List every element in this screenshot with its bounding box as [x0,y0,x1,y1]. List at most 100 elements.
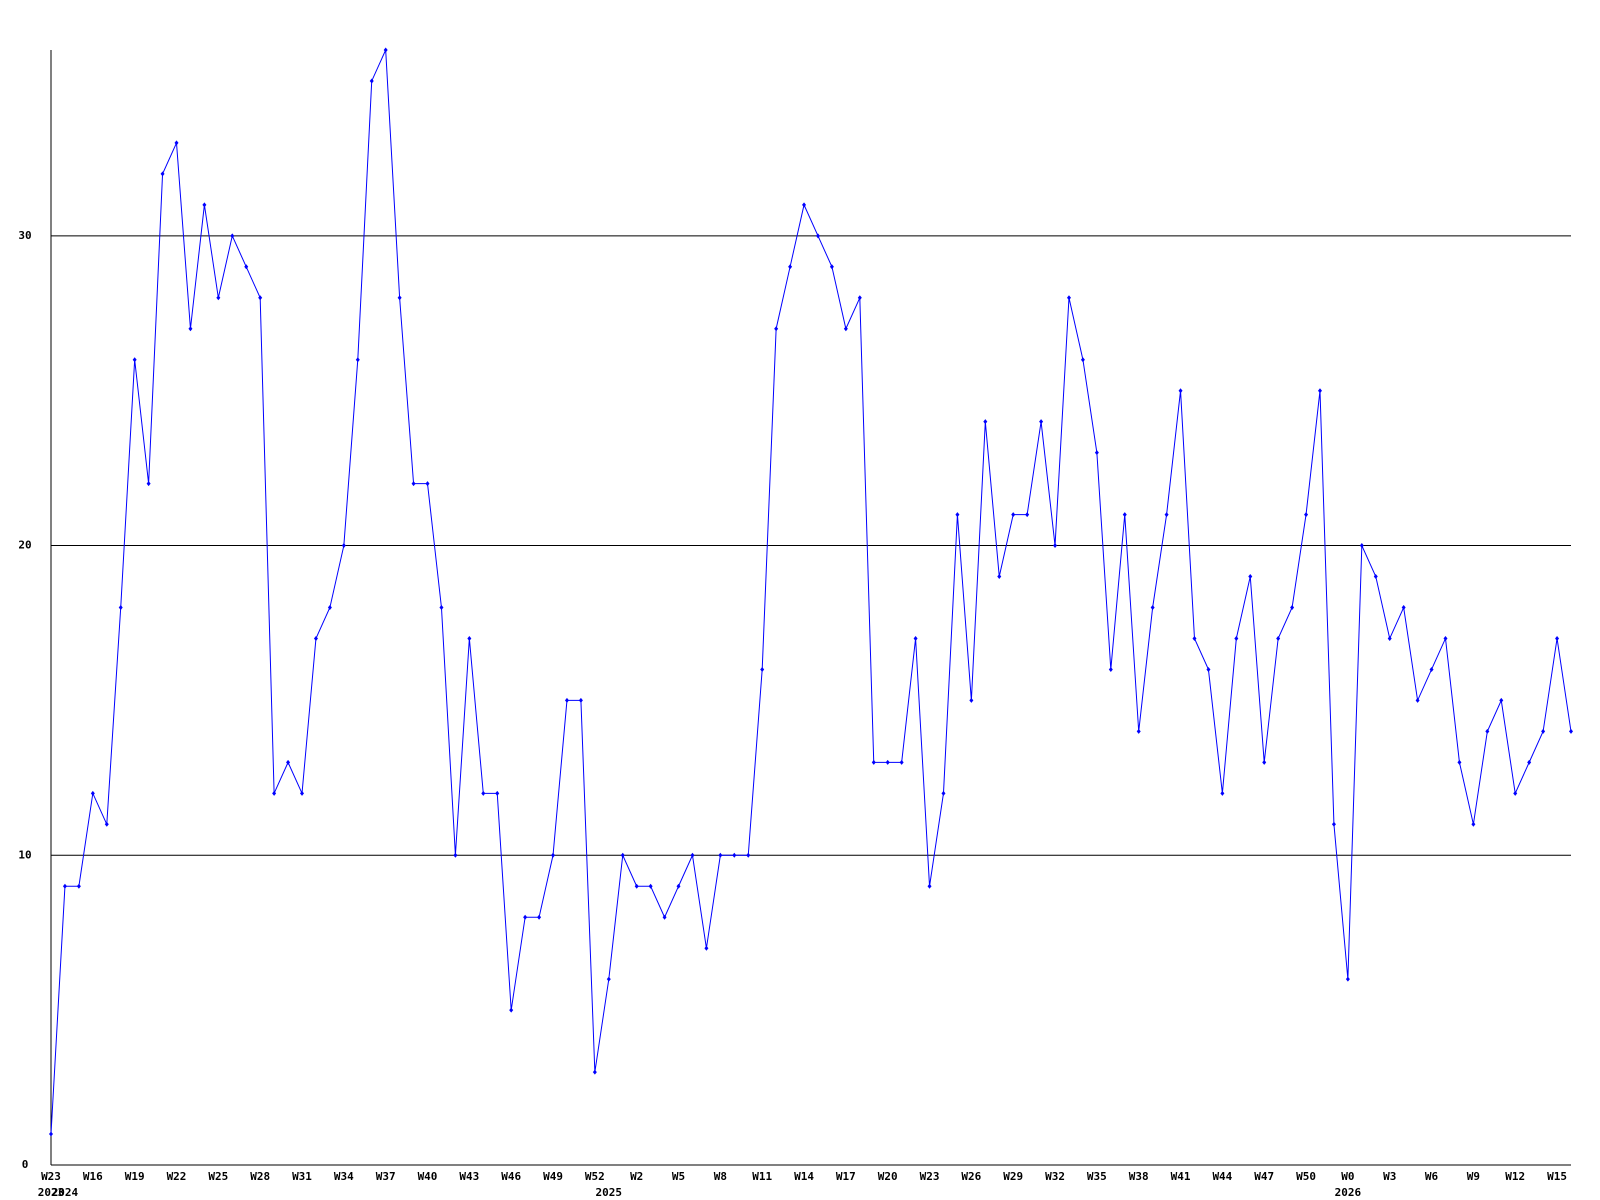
data-point [300,790,305,796]
data-point [913,635,918,641]
data-point [1011,512,1016,518]
data-point [829,264,834,270]
data-point [1290,605,1295,610]
data-point [369,78,374,84]
x-tick-label: W17 [836,1170,856,1183]
y-tick-label: 10 [18,848,31,861]
data-point [90,790,95,796]
year-label: 2025 [596,1186,623,1199]
data-point [1373,574,1378,580]
x-tick-label: W15 [1547,1170,1567,1183]
x-tick-label: W12 [1505,1170,1525,1183]
x-tick-label: W9 [1467,1170,1480,1183]
x-tick-label: W8 [714,1170,727,1183]
data-point [1150,605,1155,610]
y-tick-label: 20 [18,539,31,552]
data-point [1387,635,1392,641]
data-point [146,481,151,487]
data-point [564,697,569,703]
data-point [453,852,458,858]
data-point [118,605,123,610]
x-tick-label: W3 [1383,1170,1396,1183]
x-tick-label: W41 [1171,1170,1191,1183]
data-point [216,295,221,301]
x-tick-label: W43 [459,1170,479,1183]
data-point [774,326,779,332]
year-label: 2024 [52,1186,79,1199]
x-tick-label: W6 [1425,1170,1439,1183]
x-tick-label: W23 [920,1170,940,1183]
data-point [1401,605,1406,610]
y-tick-label: 30 [18,229,31,242]
x-tick-label: W28 [250,1170,270,1183]
data-point [230,233,235,239]
data-point [425,481,430,487]
data-point [1122,512,1127,518]
x-tick-label: W16 [83,1170,103,1183]
data-point [718,852,723,858]
data-point [620,852,625,858]
data-point [815,233,820,239]
x-tick-label: W5 [672,1170,685,1183]
data-point [704,945,709,951]
data-point [690,852,695,858]
data-point [1094,450,1099,456]
data-point [397,295,402,301]
x-tick-label: W11 [752,1170,772,1183]
data-point [495,790,500,796]
data-point [997,574,1002,580]
data-point [1192,635,1197,641]
data-point [941,790,946,796]
x-tick-label: W32 [1045,1170,1065,1183]
data-point [927,883,932,889]
x-tick-label: W26 [961,1170,981,1183]
data-point [49,1131,53,1137]
data-point [899,759,904,765]
data-point [1304,512,1309,518]
data-point [551,852,556,858]
data-point [606,976,611,982]
data-point [732,852,737,858]
data-point [592,1069,597,1075]
data-point [355,357,360,363]
x-tick-label: W46 [501,1170,521,1183]
x-tick-label: W23 [41,1170,61,1183]
data-point [1276,635,1281,641]
data-point [1248,574,1253,580]
x-tick-label: W0 [1341,1170,1354,1183]
x-tick-label: W49 [543,1170,563,1183]
data-point [578,697,583,703]
x-tick-label: W50 [1296,1170,1316,1183]
data-point [104,821,109,827]
data-point [1457,759,1462,765]
data-point [1164,512,1169,518]
data-point [802,202,807,208]
data-point [509,1007,514,1013]
data-point [286,759,291,765]
x-tick-label: W22 [167,1170,187,1183]
x-tick-label: W52 [585,1170,605,1183]
x-tick-label: W37 [376,1170,396,1183]
data-point [188,326,193,332]
data-point [662,914,667,920]
data-point [885,759,890,765]
data-point [1443,635,1448,641]
x-tick-label: W44 [1212,1170,1232,1183]
x-tick-label: W34 [334,1170,354,1183]
data-point [1415,697,1420,703]
data-point [341,543,346,549]
data-point [746,852,751,858]
data-point [760,666,765,672]
data-point [788,264,793,270]
x-tick-label: W35 [1087,1170,1107,1183]
data-point [523,914,528,920]
data-point [1527,759,1532,765]
data-point [1053,543,1058,549]
year-label: 2026 [1335,1186,1362,1199]
data-point [160,171,165,177]
x-tick-label: W19 [125,1170,145,1183]
data-point [1025,512,1030,518]
data-point [467,635,472,641]
data-point [327,605,332,610]
data-point [1499,697,1504,703]
